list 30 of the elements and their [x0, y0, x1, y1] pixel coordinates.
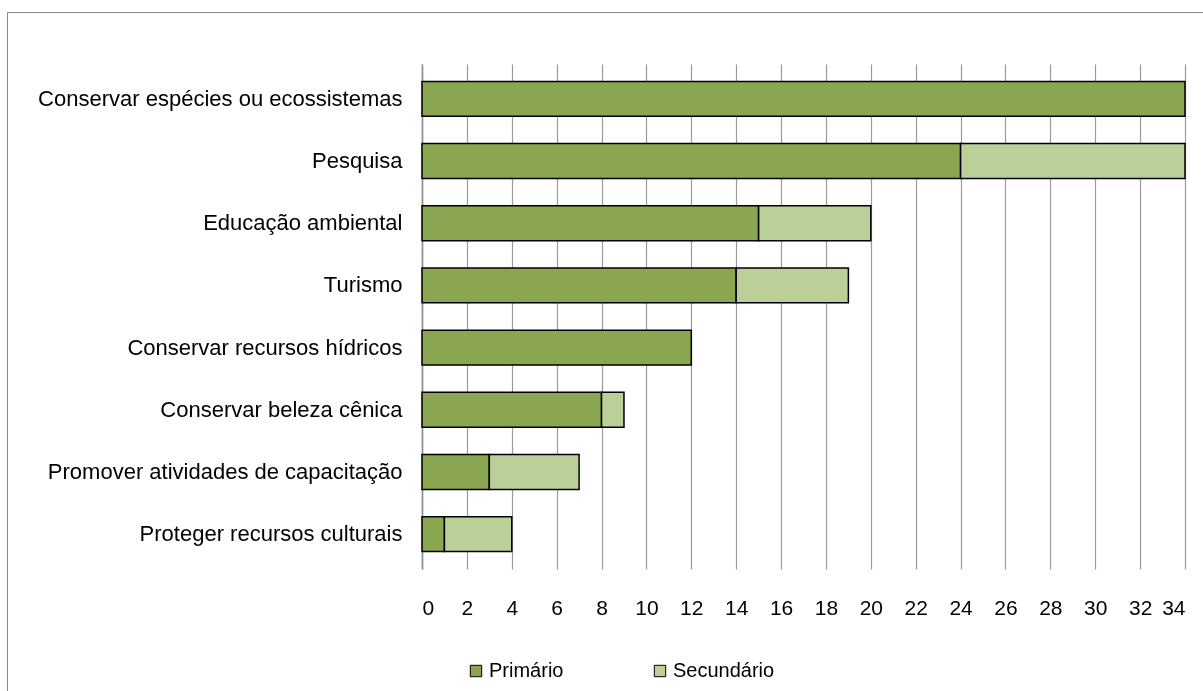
legend-label: Secundário — [673, 659, 775, 681]
x-tick-label: 0 — [422, 595, 435, 619]
x-tick-label: 12 — [680, 595, 704, 619]
x-tick-label: 20 — [859, 595, 883, 619]
x-tick-label: 4 — [506, 595, 519, 619]
x-tick-label: 30 — [1084, 595, 1108, 619]
x-tick-label: 14 — [725, 595, 749, 619]
x-tick-label: 2 — [461, 595, 474, 619]
x-tick-label: 22 — [904, 595, 928, 619]
x-tick-label: 18 — [814, 595, 839, 619]
x-tick-label: 34 — [1162, 595, 1186, 619]
x-tick-label: 16 — [769, 595, 794, 619]
y-tick-label: Educação ambiental — [203, 210, 403, 236]
bar — [421, 80, 1186, 117]
bar — [421, 329, 693, 366]
y-tick-label: Pesquisa — [311, 148, 404, 174]
x-tick-label: 6 — [551, 595, 563, 619]
y-tick-label: Conservar recursos hídricos — [127, 334, 403, 360]
y-tick-label: Proteger recursos culturais — [139, 521, 403, 547]
y-tick-label: Promover atividades de capacitação — [47, 458, 403, 484]
y-tick-label: Conservar espécies ou ecossistemas — [38, 85, 403, 111]
x-tick-label: 32 — [1128, 595, 1153, 619]
x-tick-label: 8 — [596, 595, 608, 619]
y-tick-label: Turismo — [323, 272, 403, 298]
legend-label: Primário — [489, 659, 564, 681]
y-tick-label: Conservar beleza cênica — [160, 396, 404, 422]
x-tick-label: 26 — [994, 595, 1018, 619]
x-tick-label: 24 — [949, 595, 974, 619]
x-tick-label: 10 — [635, 595, 659, 619]
x-tick-label: 28 — [1039, 595, 1063, 619]
